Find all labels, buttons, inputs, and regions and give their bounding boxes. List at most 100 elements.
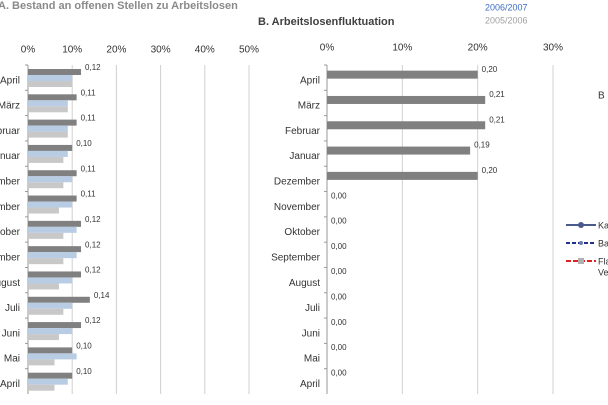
bar	[28, 271, 82, 278]
y-tick-label: November	[274, 202, 321, 213]
bar	[28, 328, 73, 335]
bar	[327, 146, 471, 155]
bar	[28, 246, 82, 253]
legend-entry: Fla	[598, 256, 608, 266]
bar	[28, 296, 90, 303]
y-tick-label: Juli	[305, 303, 320, 314]
y-tick-label: Oktober	[284, 227, 320, 238]
value-label: 0,12	[85, 215, 101, 224]
value-label: 0,00	[331, 293, 347, 302]
y-tick-label: April	[300, 75, 320, 86]
y-tick-label: August	[289, 278, 320, 289]
bar	[28, 226, 77, 233]
value-label: 0,00	[331, 267, 347, 276]
chart-title: A. Bestand an offenen Stellen zu Arbeits…	[0, 0, 238, 12]
bar	[28, 182, 64, 189]
bar	[327, 121, 486, 130]
value-label: 0,00	[331, 343, 347, 352]
y-tick-label: Oktober	[0, 227, 21, 238]
legend-entry: 2005/2006	[485, 15, 528, 25]
y-tick-label: November	[0, 202, 21, 213]
legend-entry: Ba	[598, 238, 608, 248]
value-label: 0,12	[85, 240, 101, 249]
bar	[28, 283, 59, 290]
bar	[28, 258, 64, 265]
y-tick-label: Mai	[304, 354, 320, 365]
bar	[28, 277, 73, 284]
bar	[28, 125, 68, 132]
x-tick-label: 20%	[468, 43, 488, 54]
value-label: 0,11	[81, 114, 97, 123]
x-tick-label: 40%	[195, 45, 215, 56]
chart: 0% 10% 20% 30% 40% 50% April 0,12 März 0,11 Februa…	[0, 45, 259, 394]
value-label: 0,00	[331, 242, 347, 251]
bar	[28, 384, 55, 391]
value-label: 0,10	[76, 367, 92, 376]
bar	[28, 252, 77, 259]
y-tick-label: April	[300, 379, 320, 390]
legend-entry: Ve	[598, 267, 608, 277]
bar	[28, 201, 73, 208]
bar	[327, 171, 478, 180]
value-label: 0,00	[331, 191, 347, 200]
y-tick-label: Januar	[289, 151, 320, 162]
x-tick-label: 0%	[21, 45, 36, 56]
y-tick-label: September	[0, 252, 21, 263]
y-tick-label: Februar	[285, 126, 321, 137]
value-label: 0,12	[85, 316, 101, 325]
bar	[28, 119, 77, 126]
y-tick-label: März	[298, 101, 320, 112]
legend-marker	[578, 222, 584, 228]
y-tick-label: August	[0, 278, 20, 289]
side-title: B	[598, 91, 605, 102]
bar	[28, 150, 68, 157]
bar	[327, 95, 486, 104]
y-tick-label: Mai	[4, 354, 20, 365]
value-label: 0,11	[81, 88, 97, 97]
x-tick-label: 50%	[239, 45, 259, 56]
bar	[327, 70, 478, 79]
value-label: 0,20	[482, 166, 498, 175]
value-label: 0,11	[81, 190, 97, 199]
value-label: 0,00	[331, 217, 347, 226]
bar	[28, 353, 77, 360]
value-label: 0,10	[76, 139, 92, 148]
value-label: 0,20	[482, 65, 498, 74]
bar	[28, 94, 77, 101]
bar	[28, 170, 77, 177]
y-tick-label: Dezember	[0, 177, 21, 188]
bar	[28, 195, 77, 202]
bar	[28, 220, 82, 227]
value-label: 0,21	[489, 90, 505, 99]
x-tick-label: 30%	[543, 43, 563, 54]
value-label: 0,14	[94, 291, 110, 300]
legend-marker	[578, 258, 584, 264]
y-tick-label: Dezember	[274, 177, 321, 188]
value-label: 0,00	[331, 318, 347, 327]
bar	[28, 372, 73, 379]
y-tick-label: April	[0, 75, 20, 86]
x-tick-label: 0%	[320, 43, 335, 54]
legend-entry: Ka	[598, 220, 608, 230]
bar	[28, 322, 82, 329]
bar	[28, 302, 73, 309]
value-label: 0,11	[81, 164, 97, 173]
y-tick-label: Februar	[0, 126, 21, 137]
bar	[28, 232, 64, 239]
bar	[28, 144, 73, 151]
bar	[28, 156, 64, 163]
bar	[28, 359, 55, 366]
bar	[28, 100, 68, 107]
side-legend: B Ka Ba Fla Ve	[566, 91, 608, 277]
legend-marker	[579, 241, 583, 245]
y-tick-label: September	[271, 252, 321, 263]
bar	[28, 207, 59, 214]
bar	[28, 308, 64, 315]
bar	[28, 75, 73, 81]
x-tick-label: 10%	[392, 43, 412, 54]
bar	[28, 347, 73, 354]
x-tick-label: 30%	[151, 45, 171, 56]
bar	[28, 106, 68, 113]
